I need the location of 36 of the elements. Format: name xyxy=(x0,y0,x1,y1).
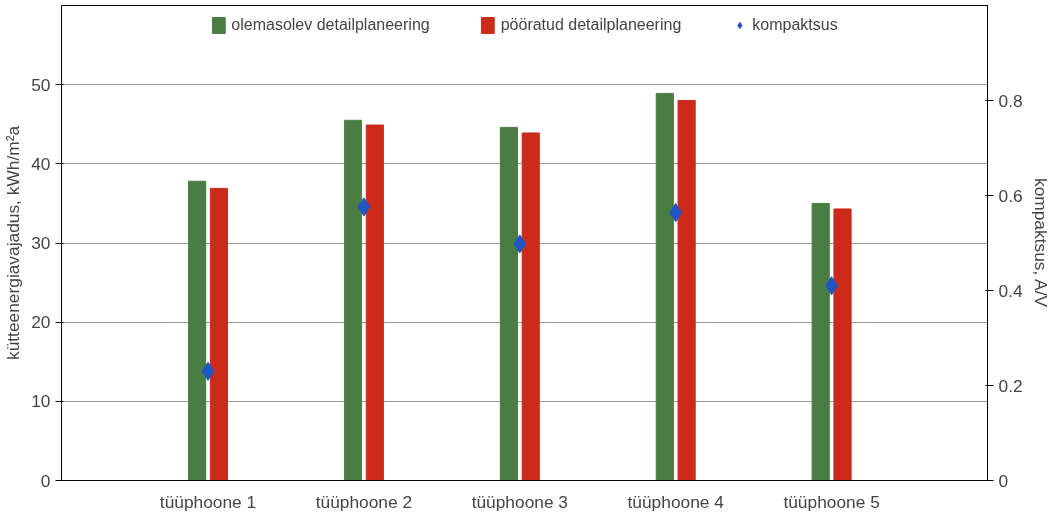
point xyxy=(513,234,527,254)
bar xyxy=(677,100,696,481)
bar xyxy=(499,126,518,481)
x-tick-label: tüüphoone 3 xyxy=(471,491,569,512)
bar xyxy=(811,202,830,481)
bar xyxy=(209,187,229,481)
y2-tick-label: 0 xyxy=(998,470,1009,491)
y2-tick-label: 0.6 xyxy=(998,185,1023,206)
bar xyxy=(655,92,674,481)
legend-label: olemasolev detailplaneering xyxy=(231,16,430,34)
y-tick-label: 0 xyxy=(40,470,51,491)
x-tick-label: tüüphoone 5 xyxy=(783,491,880,512)
y-tick-label: 40 xyxy=(31,153,51,174)
y-tick-label: 50 xyxy=(31,74,51,95)
y-tick-label: 10 xyxy=(31,391,51,412)
bar xyxy=(343,119,363,481)
y-axis-title: kütteenergiavajadus, kWh/m²a xyxy=(3,125,24,361)
bar xyxy=(188,180,207,481)
point xyxy=(669,203,683,223)
bar xyxy=(833,208,852,481)
y2-tick-label: 0.4 xyxy=(998,280,1023,301)
point xyxy=(825,276,839,296)
legend-label: kompaktsus xyxy=(752,16,838,34)
y2-tick-label: 0.8 xyxy=(998,90,1023,111)
point xyxy=(201,361,215,381)
x-tick-label: tüüphoone 4 xyxy=(627,491,725,512)
y2-axis-title: kompaktsus, A/V xyxy=(1030,177,1051,308)
point xyxy=(357,197,371,217)
legend-label: pööratud detailplaneering xyxy=(500,16,682,34)
x-tick-label: tüüphoone 1 xyxy=(159,491,257,512)
bar xyxy=(521,132,540,481)
x-tick-label: tüüphoone 2 xyxy=(315,491,413,512)
bar xyxy=(365,124,384,481)
y-tick-label: 30 xyxy=(31,233,51,253)
y-tick-label: 20 xyxy=(31,312,51,333)
y2-tick-label: 0.2 xyxy=(998,375,1023,396)
